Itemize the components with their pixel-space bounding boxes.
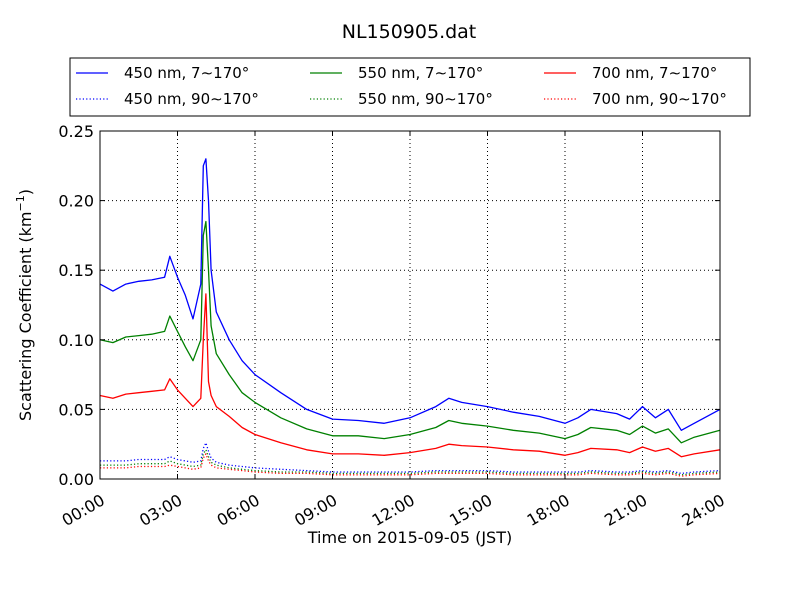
legend-label-3: 450 nm, 90∼170° — [124, 90, 259, 108]
legend-label-5: 700 nm, 90∼170° — [592, 90, 727, 108]
series-line-2 — [99, 293, 721, 458]
legend-label-1: 550 nm, 7∼170° — [358, 64, 483, 82]
grid — [100, 131, 720, 479]
y-tick-label: 0.00 — [58, 470, 94, 489]
series-line-0 — [99, 158, 721, 431]
series-layer — [99, 158, 721, 477]
x-tick-label: 18:00 — [524, 490, 573, 530]
legend-label-2: 700 nm, 7∼170° — [592, 64, 717, 82]
legend: 450 nm, 7∼170° 550 nm, 7∼170° 700 nm, 7∼17… — [76, 64, 727, 108]
series-line-5 — [100, 453, 721, 477]
y-axis: 0.00 0.05 0.10 0.15 0.20 0.25 — [58, 122, 720, 489]
y-tick-label: 0.25 — [58, 122, 94, 141]
y-axis-label-superscript: −1 — [14, 195, 27, 211]
legend-label-4: 550 nm, 90∼170° — [358, 90, 493, 108]
y-tick-label: 0.05 — [58, 400, 94, 419]
x-tick-label: 06:00 — [214, 490, 263, 530]
x-tick-label: 03:00 — [136, 490, 185, 530]
y-axis-label-main: Scattering Coefficient (km — [16, 211, 35, 421]
series-line-1 — [99, 220, 721, 444]
x-tick-label: 09:00 — [291, 490, 340, 530]
x-tick-label: 24:00 — [679, 490, 728, 530]
series-line-4 — [100, 449, 721, 476]
y-axis-label-end: ) — [16, 189, 35, 195]
chart-title: NL150905.dat — [342, 21, 477, 43]
series-line-3 — [100, 442, 721, 475]
x-tick-label: 00:00 — [59, 490, 108, 530]
y-tick-label: 0.20 — [58, 192, 94, 211]
x-tick-label: 15:00 — [446, 490, 495, 530]
x-axis-label: Time on 2015-09-05 (JST) — [307, 528, 512, 547]
x-tick-label: 21:00 — [601, 490, 650, 530]
x-tick-label: 12:00 — [369, 490, 418, 530]
legend-label-0: 450 nm, 7∼170° — [124, 64, 249, 82]
legend-box — [69, 57, 751, 117]
y-tick-label: 0.15 — [58, 261, 94, 280]
y-axis-label: Scattering Coefficient (km−1) — [14, 189, 35, 421]
y-tick-label: 0.10 — [58, 331, 94, 350]
